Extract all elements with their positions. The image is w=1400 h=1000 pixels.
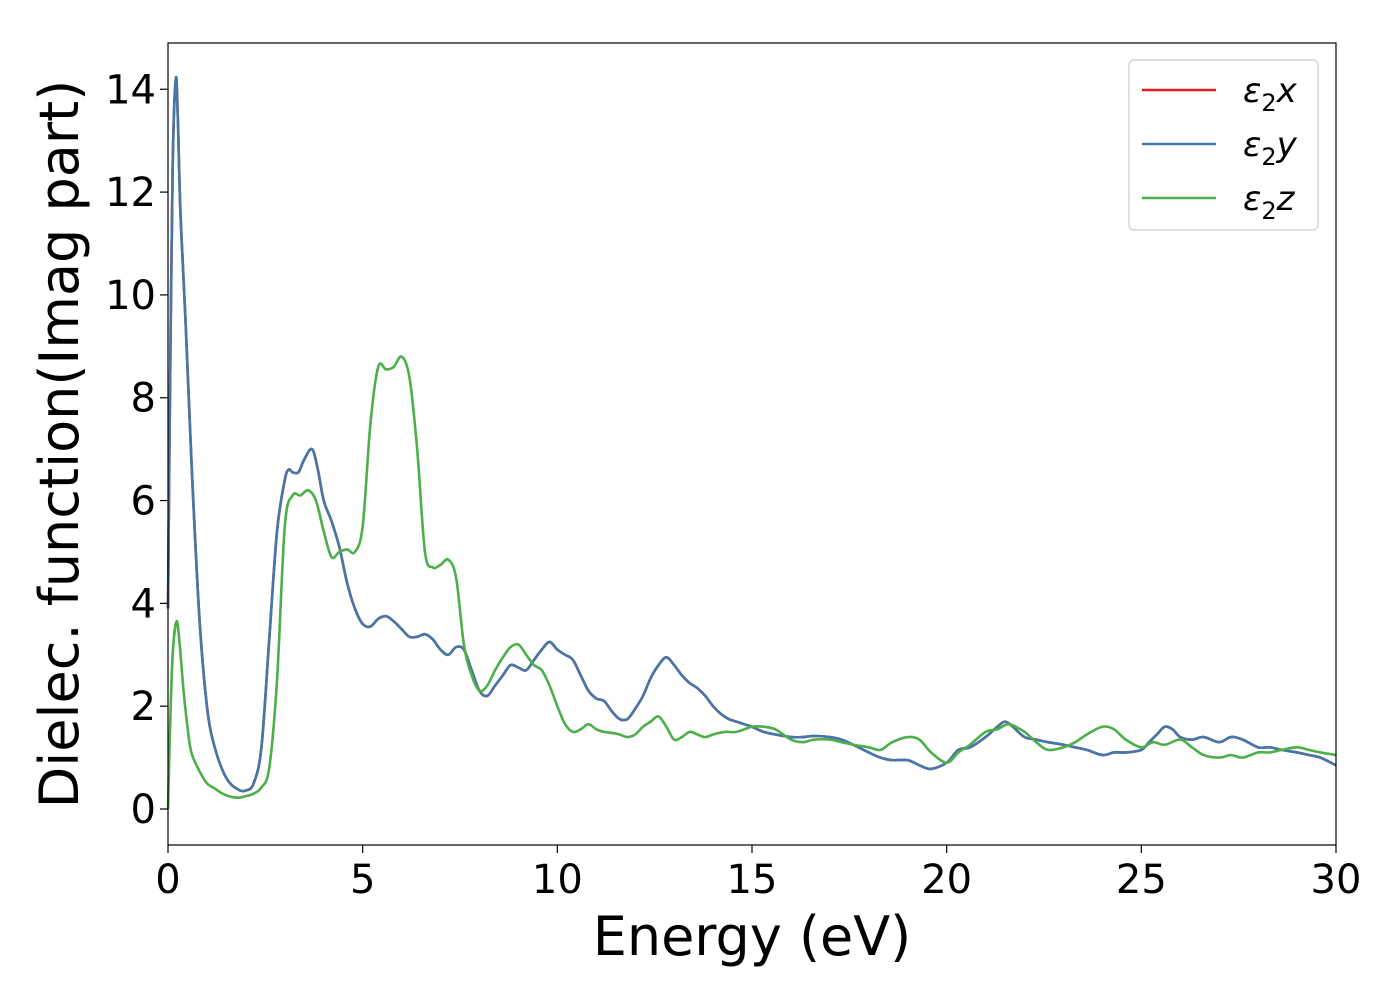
y-tick-label: 14 xyxy=(105,67,156,113)
x-tick-label: 20 xyxy=(921,857,972,903)
series-line-3 xyxy=(166,355,1337,810)
x-tick-label: 25 xyxy=(1116,857,1167,903)
legend-label-2: ε2y xyxy=(1243,125,1298,171)
x-tick-label: 0 xyxy=(155,857,180,903)
x-tick-label: 15 xyxy=(727,857,778,903)
y-axis-label: Dielec. function(Imag part) xyxy=(28,80,91,809)
y-tick-label: 12 xyxy=(105,170,156,216)
x-axis: 0 5 10 15 20 25 30 xyxy=(155,845,1361,903)
y-tick-label: 6 xyxy=(131,479,156,525)
legend-label-1: ε2x xyxy=(1243,71,1298,117)
x-tick-label: 10 xyxy=(532,857,583,903)
y-axis: 0 2 4 6 8 10 12 14 xyxy=(105,67,168,833)
x-axis-label: Energy (eV) xyxy=(593,905,912,968)
y-tick-label: 4 xyxy=(131,581,156,627)
legend: ε2x ε2y ε2z xyxy=(1128,59,1319,231)
legend-label-3: ε2z xyxy=(1243,179,1296,225)
legend-box xyxy=(1128,59,1319,231)
y-tick-label: 10 xyxy=(105,273,156,319)
series-line-2 xyxy=(166,75,1337,793)
series-layer xyxy=(166,75,1337,810)
y-tick-label: 2 xyxy=(131,684,156,730)
x-tick-label: 5 xyxy=(350,857,375,903)
x-tick-label: 30 xyxy=(1311,857,1362,903)
y-tick-label: 8 xyxy=(131,376,156,422)
y-tick-label: 0 xyxy=(131,787,156,833)
